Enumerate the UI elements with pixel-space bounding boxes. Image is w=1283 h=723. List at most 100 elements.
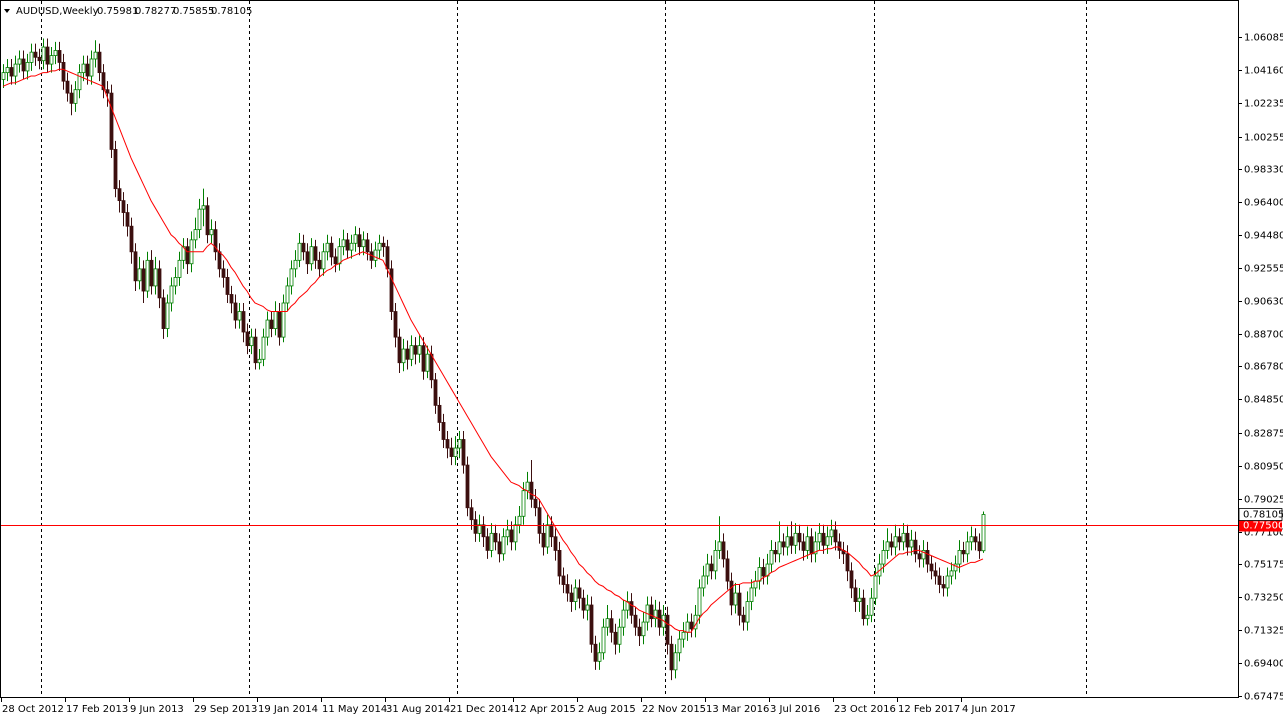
candle-body <box>481 524 486 538</box>
candle-body <box>509 529 514 543</box>
candle-body <box>937 575 942 585</box>
candle-body <box>289 268 294 287</box>
y-tick-label: 0.73250 <box>1244 593 1283 604</box>
candle-body <box>889 541 894 548</box>
candle-body <box>473 519 478 534</box>
candle-body <box>585 604 590 611</box>
y-tick-label: 0.96400 <box>1244 198 1283 209</box>
candle-body <box>593 643 598 662</box>
last-price-box <box>1238 508 1283 521</box>
candle-body <box>185 246 190 265</box>
candle-body <box>173 276 178 287</box>
candle-body <box>701 575 706 589</box>
candle-body <box>17 58 22 65</box>
candle-body <box>213 229 218 253</box>
candle-body <box>301 242 306 253</box>
candle-body <box>553 536 558 551</box>
candle-body <box>389 268 394 312</box>
candle-body <box>981 514 986 552</box>
candle-body <box>241 311 246 333</box>
x-tick-label: 22 Nov 2015 <box>642 704 706 715</box>
price-label-box <box>1239 519 1282 532</box>
chart-title: AUDUSD,Weekly <box>16 6 99 17</box>
candle-body <box>845 553 850 572</box>
candle-body <box>257 358 262 364</box>
candle-body <box>405 348 410 360</box>
candle-body <box>425 353 430 372</box>
candle-body <box>557 550 562 577</box>
candle-body <box>709 563 714 572</box>
candle-body <box>5 67 10 74</box>
candle-body <box>229 294 234 304</box>
candle-body <box>777 541 782 555</box>
candle-body <box>781 541 786 548</box>
candle-body <box>533 498 538 509</box>
candle-body <box>453 447 458 457</box>
candle-body <box>549 524 554 538</box>
x-tick-label: 12 Feb 2017 <box>898 704 960 715</box>
candle-body <box>77 72 82 91</box>
candle-body <box>277 311 282 338</box>
candle-body <box>293 259 298 270</box>
candle-body <box>333 256 338 265</box>
candle-body <box>69 92 74 104</box>
candle-body <box>81 63 86 74</box>
menu-arrow[interactable] <box>4 9 10 13</box>
y-tick-label: 0.82875 <box>1244 429 1283 440</box>
x-tick-label: 28 Oct 2012 <box>2 704 64 715</box>
candle-body <box>253 336 258 364</box>
candle-body <box>601 626 606 654</box>
candle-body <box>145 259 150 292</box>
candle-body <box>21 58 26 72</box>
candle-body <box>13 63 18 77</box>
candle-body <box>733 592 738 606</box>
candle-body <box>305 251 310 265</box>
candle-body <box>97 51 102 74</box>
candle-body <box>753 580 758 589</box>
candle-body <box>41 46 46 62</box>
x-tick-label: 12 Apr 2015 <box>514 704 576 715</box>
candle-body <box>421 345 426 372</box>
candle-body <box>449 447 454 457</box>
candle-body <box>377 242 382 251</box>
candle-body <box>25 62 30 72</box>
candle-body <box>749 587 754 602</box>
candle-body <box>941 584 946 589</box>
x-tick-label: 4 Jun 2017 <box>962 704 1016 715</box>
candle-body <box>561 575 566 585</box>
candle-body <box>89 58 94 77</box>
candle-body <box>201 205 206 210</box>
y-tick-label: 1.02235 <box>1244 99 1283 110</box>
candle-body <box>973 536 978 543</box>
x-tick-label: 3 Jul 2016 <box>770 704 820 715</box>
candle-body <box>133 251 138 282</box>
candle-body <box>569 592 574 602</box>
candle-body <box>417 345 422 355</box>
y-tick-label: 0.67475 <box>1244 692 1283 703</box>
readout-high: 0.78277 <box>135 6 176 17</box>
candle-body <box>153 268 158 287</box>
candle-body <box>565 584 570 594</box>
candle-body <box>685 621 690 633</box>
candle-body <box>697 587 702 616</box>
y-tick-label: 0.80950 <box>1244 462 1283 473</box>
candle-body <box>317 259 322 270</box>
candle-body <box>633 614 638 628</box>
candle-body <box>225 276 230 295</box>
candle-body <box>381 242 386 248</box>
candle-body <box>429 353 434 381</box>
candle-body <box>261 336 266 360</box>
candle-body <box>609 618 614 633</box>
candle-body <box>477 524 482 534</box>
candle-body <box>161 297 166 329</box>
candle-body <box>921 550 926 560</box>
candle-body <box>545 524 550 548</box>
candle-body <box>469 507 474 521</box>
candle-body <box>893 536 898 548</box>
candle-body <box>269 319 274 329</box>
readout-close: 0.78105 <box>211 6 252 17</box>
candle-body <box>521 490 526 517</box>
candle-body <box>65 80 70 94</box>
candle-body <box>93 51 98 60</box>
candle-body <box>489 532 494 551</box>
